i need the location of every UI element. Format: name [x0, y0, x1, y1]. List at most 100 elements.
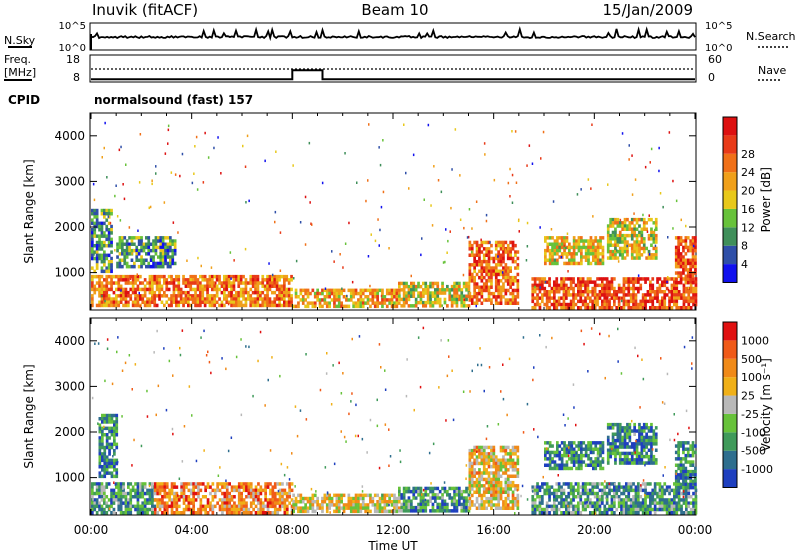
power-cell [206, 297, 209, 301]
velocity-cell [98, 445, 102, 450]
power-cell [208, 274, 212, 279]
power-cell [694, 286, 698, 291]
velocity-cell [376, 493, 379, 498]
power-cell [557, 236, 559, 240]
power-cell [211, 294, 214, 298]
velocity-cell [388, 500, 391, 504]
power-cell [136, 274, 140, 279]
power-cell [560, 242, 564, 246]
power-cell [233, 259, 235, 262]
power-cell [139, 281, 142, 285]
power-cell [121, 239, 124, 243]
velocity-cell [173, 504, 176, 509]
power-cell [605, 296, 609, 300]
power-cell [447, 239, 449, 243]
velocity-cell [257, 498, 260, 502]
velocity-cell [544, 453, 547, 458]
power-cell [122, 297, 125, 301]
velocity-cell [230, 495, 234, 499]
velocity-cell [605, 498, 609, 502]
velocity-cell [478, 452, 481, 456]
power-cell [103, 212, 106, 216]
velocity-cell [620, 491, 623, 496]
power-cell [211, 284, 214, 288]
power-cell [473, 275, 476, 280]
velocity-cell [285, 482, 289, 486]
power-cell [279, 231, 282, 234]
velocity-cell [266, 501, 270, 505]
power-cell [460, 300, 464, 305]
power-cell [621, 221, 624, 225]
power-cell [95, 263, 99, 267]
station-title: Inuvik (fitACF) [92, 1, 198, 19]
power-cell [297, 301, 300, 305]
velocity-cell [560, 460, 564, 464]
velocity-cell [601, 488, 604, 493]
power-cell [675, 306, 679, 310]
power-cell [184, 290, 188, 295]
velocity-cell [235, 507, 239, 512]
power-cell [93, 215, 97, 219]
velocity-cell [572, 463, 576, 467]
power-cell [100, 224, 104, 229]
velocity-cell [580, 463, 583, 467]
velocity-cell [506, 480, 510, 485]
power-cell [631, 193, 634, 196]
power-cell [689, 258, 692, 262]
power-cell [635, 253, 639, 257]
power-cell [629, 286, 633, 291]
velocity-cell [473, 480, 476, 485]
power-cell [478, 263, 481, 267]
velocity-cell [599, 441, 602, 445]
velocity-cell [448, 486, 452, 491]
velocity-cell [170, 511, 174, 515]
velocity-cell [677, 498, 681, 502]
power-cell [492, 269, 496, 273]
power-cell [497, 288, 500, 293]
power-cell [158, 281, 161, 285]
velocity-cell [663, 504, 667, 509]
velocity-cell [536, 488, 539, 493]
power-cell [133, 248, 136, 253]
velocity-cell [596, 447, 600, 451]
power-cell [173, 261, 177, 266]
power-cell [509, 291, 512, 296]
power-cell [689, 248, 692, 253]
velocity-cell [115, 485, 118, 489]
power-cell [140, 264, 143, 269]
velocity-cell [281, 491, 284, 496]
power-cell [145, 236, 148, 240]
velocity-cell [545, 504, 549, 509]
power-cell [151, 293, 153, 297]
power-cell [565, 286, 568, 291]
power-cell [668, 302, 671, 307]
velocity-cell [151, 504, 154, 509]
power-cell [299, 288, 303, 293]
power-cell [633, 240, 636, 244]
power-cell [306, 291, 310, 296]
power-cell [589, 252, 593, 256]
velocity-cell [504, 452, 508, 456]
power-cell [634, 277, 638, 281]
power-cell [148, 278, 152, 282]
velocity-cell [506, 487, 510, 491]
power-cell [482, 288, 486, 293]
velocity-cell [129, 511, 133, 515]
velocity-cell [465, 496, 468, 500]
power-cell [128, 252, 131, 256]
velocity-cell [221, 482, 224, 486]
power-cell [639, 277, 643, 281]
power-cell [194, 294, 197, 298]
power-cell [572, 286, 575, 291]
velocity-cell [288, 488, 291, 493]
power-cell [682, 245, 685, 250]
velocity-cell [105, 501, 109, 505]
power-cell [569, 299, 573, 304]
power-cell [285, 294, 289, 298]
velocity-cell [599, 450, 602, 455]
velocity-cell [124, 495, 128, 499]
power-cell [550, 302, 554, 307]
power-cell [601, 248, 605, 253]
power-cell [470, 272, 474, 277]
power-cell [419, 297, 423, 302]
